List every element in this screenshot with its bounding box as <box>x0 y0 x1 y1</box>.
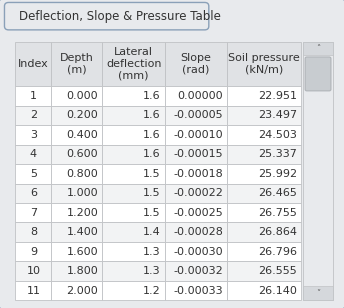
Text: Slope
(rad): Slope (rad) <box>181 53 212 75</box>
Text: 1.400: 1.400 <box>67 227 98 237</box>
Text: -0.00032: -0.00032 <box>173 266 223 276</box>
Text: 23.497: 23.497 <box>258 111 297 120</box>
Text: -0.00015: -0.00015 <box>173 149 223 159</box>
Text: -0.00010: -0.00010 <box>173 130 223 140</box>
Text: 1.3: 1.3 <box>143 247 161 257</box>
Text: 8: 8 <box>30 227 37 237</box>
Text: -0.00022: -0.00022 <box>173 188 223 198</box>
Text: 1.5: 1.5 <box>143 169 161 179</box>
Text: 26.140: 26.140 <box>258 286 297 296</box>
Text: -0.00030: -0.00030 <box>173 247 223 257</box>
Text: -0.00028: -0.00028 <box>173 227 223 237</box>
Text: 10: 10 <box>26 266 41 276</box>
Text: 1.6: 1.6 <box>143 111 161 120</box>
Text: -0.00025: -0.00025 <box>173 208 223 218</box>
Text: 1.4: 1.4 <box>143 227 161 237</box>
Text: 1.600: 1.600 <box>67 247 98 257</box>
Text: 22.951: 22.951 <box>258 91 297 101</box>
Text: 1.200: 1.200 <box>67 208 98 218</box>
Text: 1.5: 1.5 <box>143 208 161 218</box>
Text: 1.3: 1.3 <box>143 266 161 276</box>
Text: 24.503: 24.503 <box>258 130 297 140</box>
Text: Index: Index <box>18 59 49 69</box>
Text: 1.5: 1.5 <box>143 188 161 198</box>
Text: 1.2: 1.2 <box>143 286 161 296</box>
Text: 26.555: 26.555 <box>258 266 297 276</box>
Text: -0.00033: -0.00033 <box>173 286 223 296</box>
Text: 1: 1 <box>30 91 37 101</box>
Text: 7: 7 <box>30 208 37 218</box>
Text: 1.6: 1.6 <box>143 130 161 140</box>
Text: 2.000: 2.000 <box>67 286 98 296</box>
Text: 9: 9 <box>30 247 37 257</box>
Text: 0.000: 0.000 <box>67 91 98 101</box>
Text: 0.600: 0.600 <box>67 149 98 159</box>
Text: 25.337: 25.337 <box>258 149 297 159</box>
Text: 26.796: 26.796 <box>258 247 297 257</box>
Text: 11: 11 <box>26 286 41 296</box>
Text: -0.00018: -0.00018 <box>173 169 223 179</box>
Text: Lateral
deflection
(mm): Lateral deflection (mm) <box>106 47 161 81</box>
Text: ˄: ˄ <box>316 44 320 53</box>
Text: 0.200: 0.200 <box>67 111 98 120</box>
Text: 0.400: 0.400 <box>67 130 98 140</box>
Text: -0.00005: -0.00005 <box>173 111 223 120</box>
Text: 6: 6 <box>30 188 37 198</box>
Text: 5: 5 <box>30 169 37 179</box>
Text: 1.000: 1.000 <box>67 188 98 198</box>
Text: 26.864: 26.864 <box>258 227 297 237</box>
Text: 2: 2 <box>30 111 37 120</box>
Text: 1.6: 1.6 <box>143 91 161 101</box>
Text: 26.755: 26.755 <box>258 208 297 218</box>
Text: 3: 3 <box>30 130 37 140</box>
Text: 0.800: 0.800 <box>67 169 98 179</box>
Text: 1.6: 1.6 <box>143 149 161 159</box>
Text: 0.00000: 0.00000 <box>178 91 223 101</box>
Text: Soil pressure
(kN/m): Soil pressure (kN/m) <box>228 53 300 75</box>
Text: ˅: ˅ <box>316 289 320 298</box>
Text: 1.800: 1.800 <box>67 266 98 276</box>
Text: Deflection, Slope & Pressure Table: Deflection, Slope & Pressure Table <box>19 10 221 23</box>
Text: 25.992: 25.992 <box>258 169 297 179</box>
Text: Depth
(m): Depth (m) <box>60 53 94 75</box>
Text: 26.465: 26.465 <box>258 188 297 198</box>
Text: 4: 4 <box>30 149 37 159</box>
